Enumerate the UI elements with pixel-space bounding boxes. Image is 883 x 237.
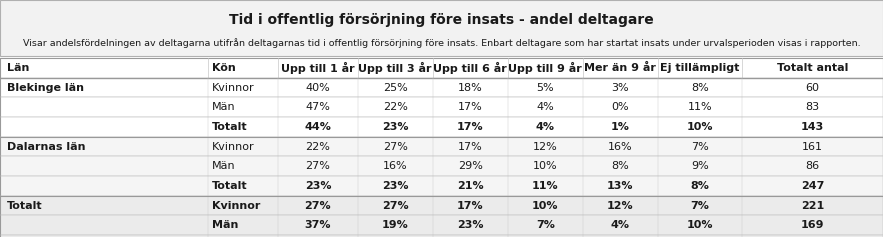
Bar	[0, 196, 883, 215]
Text: Mer än 9 år: Mer än 9 år	[585, 63, 656, 73]
Bar	[0, 0, 883, 56]
Text: 10%: 10%	[686, 220, 713, 230]
Text: Dalarnas län: Dalarnas län	[7, 141, 86, 152]
Text: 17%: 17%	[457, 102, 483, 112]
Text: 22%: 22%	[306, 141, 330, 152]
Text: 10%: 10%	[532, 201, 559, 211]
Text: Upp till 3 år: Upp till 3 år	[358, 62, 432, 74]
Text: 47%: 47%	[306, 102, 330, 112]
Text: 27%: 27%	[381, 201, 409, 211]
Text: 247: 247	[801, 181, 824, 191]
Text: 17%: 17%	[457, 141, 483, 152]
Text: 21%: 21%	[457, 181, 484, 191]
Text: 60: 60	[805, 82, 819, 93]
Text: Män: Män	[212, 161, 236, 171]
Text: 11%: 11%	[532, 181, 559, 191]
Bar	[0, 235, 883, 237]
Bar	[0, 78, 883, 97]
Text: 221: 221	[801, 201, 824, 211]
Text: 29%: 29%	[457, 161, 483, 171]
Text: 83: 83	[805, 102, 819, 112]
Text: 16%: 16%	[383, 161, 407, 171]
Text: 9%: 9%	[691, 161, 709, 171]
Text: 17%: 17%	[457, 201, 484, 211]
Text: 23%: 23%	[381, 181, 409, 191]
Text: 44%: 44%	[305, 122, 331, 132]
Text: 17%: 17%	[457, 122, 484, 132]
Text: 161: 161	[802, 141, 823, 152]
Text: Län: Län	[7, 63, 29, 73]
Bar	[0, 137, 883, 156]
Text: 11%: 11%	[688, 102, 712, 112]
Text: 3%: 3%	[612, 82, 629, 93]
Text: 27%: 27%	[306, 161, 330, 171]
Text: 16%: 16%	[608, 141, 632, 152]
Text: 10%: 10%	[686, 122, 713, 132]
Text: 27%: 27%	[305, 201, 331, 211]
Text: Kvinnor: Kvinnor	[212, 201, 260, 211]
Text: 13%: 13%	[607, 181, 634, 191]
Text: 23%: 23%	[305, 181, 331, 191]
Text: 19%: 19%	[381, 220, 409, 230]
Text: 5%: 5%	[537, 82, 554, 93]
Text: Totalt: Totalt	[212, 122, 247, 132]
Text: Visar andelsfördelningen av deltagarna utifrån deltagarnas tid i offentlig försö: Visar andelsfördelningen av deltagarna u…	[23, 38, 860, 48]
Bar	[0, 58, 883, 237]
Text: 27%: 27%	[382, 141, 408, 152]
Text: Män: Män	[212, 102, 236, 112]
Text: Kvinnor: Kvinnor	[212, 82, 254, 93]
Text: 143: 143	[801, 122, 824, 132]
Text: Tid i offentlig försörjning före insats - andel deltagare: Tid i offentlig försörjning före insats …	[229, 13, 654, 27]
Bar	[0, 97, 883, 117]
Text: 7%: 7%	[691, 201, 709, 211]
Text: 8%: 8%	[691, 181, 709, 191]
Text: 169: 169	[801, 220, 824, 230]
Text: 7%: 7%	[536, 220, 555, 230]
Text: Kön: Kön	[212, 63, 236, 73]
Text: 23%: 23%	[381, 122, 409, 132]
Text: 25%: 25%	[382, 82, 408, 93]
Text: 8%: 8%	[611, 161, 630, 171]
Text: 4%: 4%	[611, 220, 630, 230]
Text: Totalt antal: Totalt antal	[777, 63, 848, 73]
Text: Kvinnor: Kvinnor	[212, 141, 254, 152]
Text: Män: Män	[212, 220, 238, 230]
Text: 10%: 10%	[533, 161, 557, 171]
Text: Upp till 1 år: Upp till 1 år	[281, 62, 355, 74]
Text: 18%: 18%	[457, 82, 483, 93]
Text: 4%: 4%	[536, 122, 555, 132]
Text: Totalt: Totalt	[7, 201, 42, 211]
Text: 22%: 22%	[382, 102, 408, 112]
Bar	[0, 58, 883, 78]
Bar	[0, 215, 883, 235]
Bar	[0, 117, 883, 137]
Text: 7%: 7%	[691, 141, 709, 152]
Text: 86: 86	[805, 161, 819, 171]
Text: 12%: 12%	[532, 141, 558, 152]
Text: 1%: 1%	[611, 122, 630, 132]
Text: 40%: 40%	[306, 82, 330, 93]
Text: 23%: 23%	[457, 220, 484, 230]
Text: Blekinge län: Blekinge län	[7, 82, 84, 93]
Text: Totalt: Totalt	[212, 181, 247, 191]
Text: 4%: 4%	[536, 102, 555, 112]
Bar	[0, 156, 883, 176]
Text: Ej tillämpligt: Ej tillämpligt	[660, 63, 739, 73]
Text: 8%: 8%	[691, 82, 709, 93]
Text: Upp till 9 år: Upp till 9 år	[509, 62, 582, 74]
Text: 12%: 12%	[607, 201, 634, 211]
Text: 37%: 37%	[305, 220, 331, 230]
Bar	[0, 176, 883, 196]
Text: Upp till 6 år: Upp till 6 år	[434, 62, 507, 74]
Text: 0%: 0%	[612, 102, 629, 112]
